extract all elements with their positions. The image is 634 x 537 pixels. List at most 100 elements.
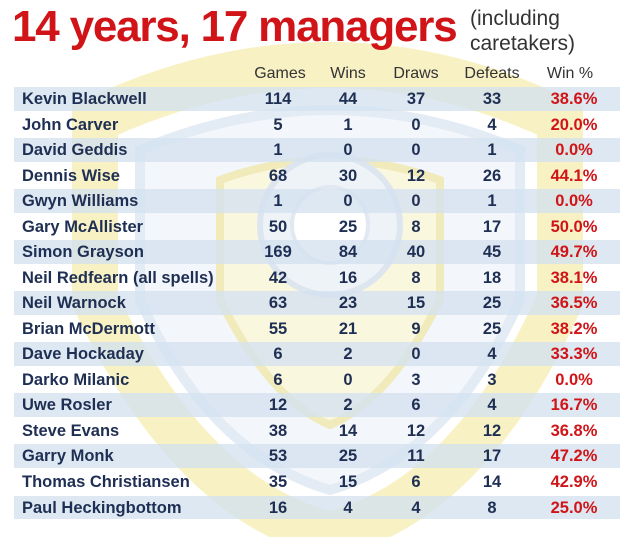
table-row: Thomas Christiansen 35 15 6 14 42.9% bbox=[14, 470, 620, 494]
defeats-value: 17 bbox=[482, 447, 502, 466]
table-row: Uwe Rosler 12 2 6 4 16.7% bbox=[14, 393, 620, 417]
draws-value: 8 bbox=[411, 268, 421, 287]
defeats-value: 18 bbox=[482, 268, 502, 287]
defeats-value: 25 bbox=[482, 319, 502, 338]
wins-value: 23 bbox=[338, 294, 358, 313]
draws-value: 11 bbox=[407, 447, 425, 466]
defeats-value: 3 bbox=[487, 370, 497, 389]
games-value: 5 bbox=[273, 115, 283, 134]
table-row: Dave Hockaday 6 2 0 4 33.3% bbox=[14, 342, 620, 366]
games-value: 6 bbox=[273, 370, 283, 389]
games-value: 114 bbox=[264, 90, 292, 108]
column-header-draws: Draws bbox=[393, 65, 439, 82]
table-row: Neil Redfearn (all spells) 42 16 8 18 38… bbox=[14, 266, 620, 290]
manager-name: Neil Warnock bbox=[22, 294, 126, 313]
manager-name: Thomas Christiansen bbox=[22, 472, 190, 491]
defeats-value: 12 bbox=[482, 421, 502, 440]
wins-value: 4 bbox=[343, 498, 353, 517]
manager-name: John Carver bbox=[22, 115, 119, 134]
wins-value: 44 bbox=[338, 90, 358, 108]
defeats-value: 25 bbox=[482, 294, 502, 313]
column-header-win-pct: Win % bbox=[546, 65, 594, 82]
draws-value: 12 bbox=[406, 421, 426, 440]
wins-value: 2 bbox=[343, 396, 353, 415]
defeats-value: 1 bbox=[487, 141, 497, 160]
games-value: 68 bbox=[268, 166, 288, 185]
table-row: Brian McDermott 55 21 9 25 38.2% bbox=[14, 317, 620, 341]
table-row: Dennis Wise 68 30 12 26 44.1% bbox=[14, 164, 620, 188]
defeats-value: 4 bbox=[487, 396, 497, 415]
table-row: John Carver 5 1 0 4 20.0% bbox=[14, 113, 620, 137]
games-value: 63 bbox=[268, 294, 288, 313]
draws-value: 0 bbox=[411, 141, 421, 160]
games-value: 1 bbox=[273, 192, 283, 211]
wins-value: 30 bbox=[338, 166, 358, 185]
subtitle-line-2: caretakers) bbox=[470, 32, 576, 55]
subtitle-line-1: (including bbox=[470, 7, 560, 30]
table-row: Darko Milanic 6 0 3 3 0.0% bbox=[14, 368, 620, 392]
games-value: 53 bbox=[268, 447, 288, 466]
win-pct-value: 50.0% bbox=[550, 217, 598, 236]
manager-name: Kevin Blackwell bbox=[22, 90, 147, 108]
win-pct-value: 36.8% bbox=[550, 421, 598, 440]
games-value: 16 bbox=[268, 498, 288, 517]
wins-value: 25 bbox=[338, 217, 358, 236]
column-header-row: Games Wins Draws Defeats Win % bbox=[0, 63, 634, 85]
manager-name: Dennis Wise bbox=[22, 166, 120, 185]
manager-name: Simon Grayson bbox=[22, 243, 144, 262]
games-value: 169 bbox=[264, 243, 292, 262]
wins-value: 2 bbox=[343, 345, 353, 364]
draws-value: 4 bbox=[411, 498, 421, 517]
win-pct-value: 49.7% bbox=[550, 243, 598, 262]
win-pct-value: 42.9% bbox=[550, 472, 598, 491]
games-value: 6 bbox=[273, 345, 283, 364]
draws-value: 0 bbox=[411, 115, 421, 134]
defeats-value: 33 bbox=[482, 90, 502, 108]
win-pct-value: 0.0% bbox=[555, 192, 593, 211]
defeats-value: 26 bbox=[482, 166, 502, 185]
manager-name: Neil Redfearn (all spells) bbox=[22, 268, 214, 287]
defeats-value: 4 bbox=[487, 345, 497, 364]
draws-value: 6 bbox=[411, 472, 421, 491]
games-value: 12 bbox=[268, 396, 288, 415]
win-pct-value: 47.2% bbox=[550, 447, 598, 466]
win-pct-value: 0.0% bbox=[555, 370, 593, 389]
table-row: David Geddis 1 0 0 1 0.0% bbox=[14, 138, 620, 162]
games-value: 55 bbox=[268, 319, 288, 338]
wins-value: 21 bbox=[338, 319, 358, 338]
win-pct-value: 20.0% bbox=[550, 115, 598, 134]
wins-value: 1 bbox=[343, 115, 353, 134]
win-pct-value: 0.0% bbox=[555, 141, 593, 160]
defeats-value: 17 bbox=[482, 217, 502, 236]
games-value: 1 bbox=[273, 141, 283, 160]
wins-value: 0 bbox=[343, 192, 353, 211]
wins-value: 0 bbox=[343, 370, 353, 389]
manager-name: David Geddis bbox=[22, 141, 128, 160]
games-value: 38 bbox=[268, 421, 288, 440]
games-value: 50 bbox=[268, 217, 288, 236]
table-row: Steve Evans 38 14 12 12 36.8% bbox=[14, 419, 620, 443]
manager-name: Dave Hockaday bbox=[22, 345, 144, 364]
manager-name: Brian McDermott bbox=[22, 319, 155, 338]
chart-title: 14 years, 17 managers bbox=[12, 2, 458, 51]
wins-value: 0 bbox=[343, 141, 353, 160]
draws-value: 37 bbox=[406, 90, 426, 108]
defeats-value: 4 bbox=[487, 115, 497, 134]
win-pct-value: 33.3% bbox=[550, 345, 598, 364]
table-row: Paul Heckingbottom 16 4 4 8 25.0% bbox=[14, 495, 620, 520]
manager-table: Kevin Blackwell 114 44 37 33 38.6% John … bbox=[14, 87, 620, 521]
draws-value: 12 bbox=[406, 166, 426, 185]
games-value: 35 bbox=[268, 472, 288, 491]
wins-value: 25 bbox=[338, 447, 358, 466]
wins-value: 14 bbox=[338, 421, 358, 440]
table-row: Neil Warnock 63 23 15 25 36.5% bbox=[14, 291, 620, 315]
draws-value: 9 bbox=[411, 319, 421, 338]
manager-name: Gwyn Williams bbox=[22, 192, 139, 211]
wins-value: 84 bbox=[338, 243, 358, 262]
manager-name: Gary McAllister bbox=[22, 217, 144, 236]
win-pct-value: 36.5% bbox=[550, 294, 598, 313]
table-row: Garry Monk 53 25 11 17 47.2% bbox=[14, 444, 620, 469]
draws-value: 3 bbox=[411, 370, 421, 389]
defeats-value: 8 bbox=[487, 498, 497, 517]
